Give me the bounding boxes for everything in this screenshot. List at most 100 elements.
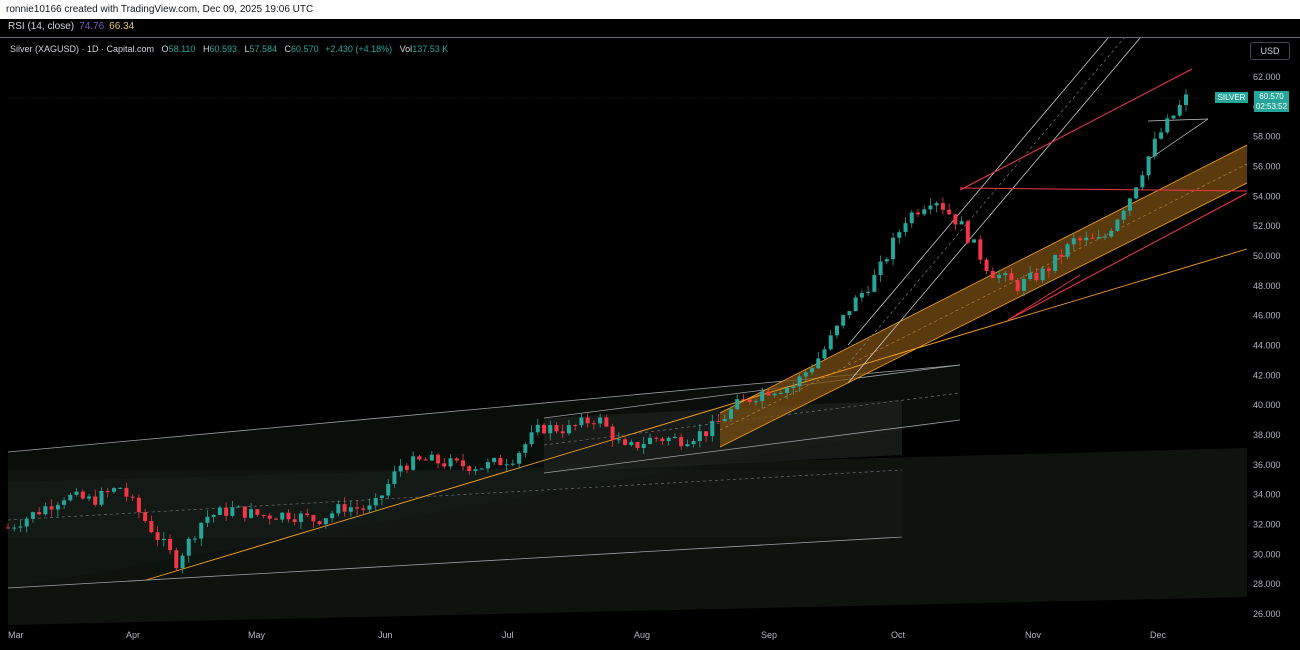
candle-body — [641, 444, 646, 449]
red-lower-trendline — [1007, 192, 1248, 321]
candle-body — [1040, 268, 1045, 281]
candle-body — [1071, 238, 1076, 245]
candle-body — [174, 550, 179, 569]
candle-body — [679, 436, 684, 447]
price-tick-label: 62.000 — [1253, 72, 1281, 82]
candle-body — [467, 466, 472, 472]
price-tick-label: 38.000 — [1253, 430, 1281, 440]
candle-body — [704, 431, 709, 436]
candle-body — [448, 458, 453, 467]
candle-body — [124, 487, 129, 497]
candle-body — [604, 417, 609, 427]
candle-body — [741, 399, 746, 401]
time-tick-label: Dec — [1150, 630, 1167, 640]
candle-body — [847, 311, 852, 316]
candle-body — [1177, 105, 1182, 116]
symbol-tag: SILVER — [1215, 92, 1248, 103]
candle-body — [623, 439, 628, 446]
candle-body — [442, 463, 447, 467]
candle-body — [398, 465, 403, 472]
price-tick-label: 42.000 — [1253, 370, 1281, 380]
time-tick-label: Sep — [761, 630, 777, 640]
candle-body — [1115, 219, 1120, 231]
price-tick-label: 34.000 — [1253, 490, 1281, 500]
candle-body — [161, 538, 166, 541]
candle-body — [585, 417, 590, 424]
rsi-legend[interactable]: RSI (14, close) 74.76 66.34 — [8, 21, 134, 32]
candle-body — [267, 515, 272, 519]
orange-channel-bottom — [719, 182, 1248, 448]
candle-body — [866, 291, 871, 294]
price-tick-label: 44.000 — [1253, 341, 1281, 351]
candle-body — [429, 454, 434, 461]
candle-body — [610, 426, 615, 441]
bar-countdown: 02:53:52 — [1255, 102, 1288, 111]
candle-body — [1046, 268, 1051, 271]
candle-body — [74, 491, 79, 495]
top-credit-bar: ronnie10166 created with TradingView.com… — [0, 0, 1300, 19]
candle-body — [859, 293, 864, 298]
candle-body — [236, 506, 241, 508]
candle-body — [323, 518, 328, 525]
symbol-legend[interactable]: Silver (XAGUSD) · 1D · Capital.com O58.1… — [10, 44, 448, 54]
candle-body — [242, 506, 247, 518]
red-upper-trendline — [959, 68, 1193, 191]
candle-body — [143, 512, 148, 522]
candle-body — [1134, 187, 1139, 199]
candle-body — [1171, 115, 1176, 119]
currency-button[interactable]: USD — [1250, 42, 1290, 60]
candle-body — [990, 271, 995, 279]
candle-body — [1140, 175, 1145, 188]
candle-body — [217, 507, 222, 515]
price-chart[interactable]: 62.00060.00058.00056.00054.00052.00050.0… — [0, 38, 1300, 650]
candle-body — [12, 527, 17, 529]
box-top-line — [543, 364, 961, 419]
price-tick-label: 58.000 — [1253, 132, 1281, 142]
candle-body — [336, 504, 341, 514]
candle-body — [884, 259, 889, 262]
red-horizontal-line — [959, 187, 1248, 192]
volume-label: Vol — [399, 44, 413, 54]
candle-body — [199, 522, 204, 539]
candle-body — [772, 393, 777, 396]
candle-body — [566, 425, 571, 434]
steep-channel-mid — [847, 38, 1125, 365]
candle-body — [454, 458, 459, 461]
range-midline — [7, 469, 903, 521]
candle-body — [504, 464, 509, 466]
credit-text: ronnie10166 created with TradingView.com… — [6, 4, 314, 15]
candle-body — [1078, 238, 1083, 241]
time-tick-label: Mar — [8, 630, 24, 640]
candle-body — [1009, 273, 1014, 281]
candle-body — [928, 205, 933, 210]
candle-body — [379, 495, 384, 499]
price-axis: 62.00060.00058.00056.00054.00052.00050.0… — [1253, 72, 1281, 619]
candle-body — [224, 507, 229, 516]
candle-body — [816, 358, 821, 369]
pane-separator[interactable] — [0, 37, 1300, 38]
close-value: 60.570 — [291, 44, 319, 54]
candle-body — [654, 437, 659, 439]
candle-body — [872, 275, 877, 292]
candle-body — [629, 442, 634, 446]
candle-body — [280, 512, 285, 520]
low-value: 57.584 — [249, 44, 278, 54]
candle-body — [1152, 138, 1157, 157]
candle-body — [791, 386, 796, 388]
price-tick-label: 40.000 — [1253, 400, 1281, 410]
candle-body — [997, 275, 1002, 279]
candle-body — [710, 421, 715, 436]
candle-body — [1084, 237, 1089, 241]
candle-body — [249, 509, 254, 518]
candle-body — [523, 444, 528, 453]
candle-body — [1102, 236, 1107, 238]
price-tick-label: 28.000 — [1253, 579, 1281, 589]
candle-body — [1034, 272, 1039, 281]
candle-body — [355, 507, 360, 509]
candle-body — [903, 223, 908, 233]
channel-lower-line — [7, 536, 903, 589]
candle-body — [1015, 280, 1020, 291]
time-tick-label: Apr — [126, 630, 140, 640]
candle-body — [953, 214, 958, 225]
candle-body — [43, 506, 48, 515]
